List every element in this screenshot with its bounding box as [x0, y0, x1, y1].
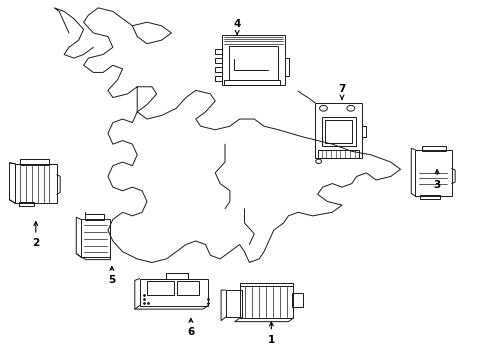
Text: 1: 1	[267, 322, 274, 345]
Bar	[221, 35, 285, 85]
Text: 5: 5	[108, 266, 115, 285]
Bar	[84, 214, 104, 220]
Bar	[419, 195, 439, 199]
Bar	[215, 76, 222, 81]
Bar	[317, 149, 358, 158]
Bar	[292, 293, 303, 307]
Bar	[177, 281, 199, 296]
Bar	[239, 286, 293, 318]
Text: 6: 6	[187, 319, 194, 337]
Bar	[20, 159, 49, 165]
Bar	[215, 49, 222, 54]
Bar	[215, 67, 222, 72]
Bar	[166, 273, 188, 279]
Bar	[81, 220, 110, 257]
Bar	[147, 281, 173, 296]
Text: 7: 7	[338, 84, 345, 99]
Text: 2: 2	[32, 222, 40, 248]
Bar	[422, 145, 445, 150]
Bar	[228, 46, 277, 80]
Bar	[225, 290, 241, 317]
Bar	[315, 103, 361, 158]
Bar	[325, 120, 351, 143]
Text: 3: 3	[432, 170, 440, 190]
Bar	[224, 80, 280, 85]
Bar	[321, 117, 355, 146]
Bar	[140, 279, 207, 306]
Bar	[414, 149, 451, 196]
Text: 4: 4	[233, 19, 241, 35]
Bar	[15, 164, 57, 203]
Bar	[19, 202, 34, 206]
Bar	[215, 58, 222, 63]
